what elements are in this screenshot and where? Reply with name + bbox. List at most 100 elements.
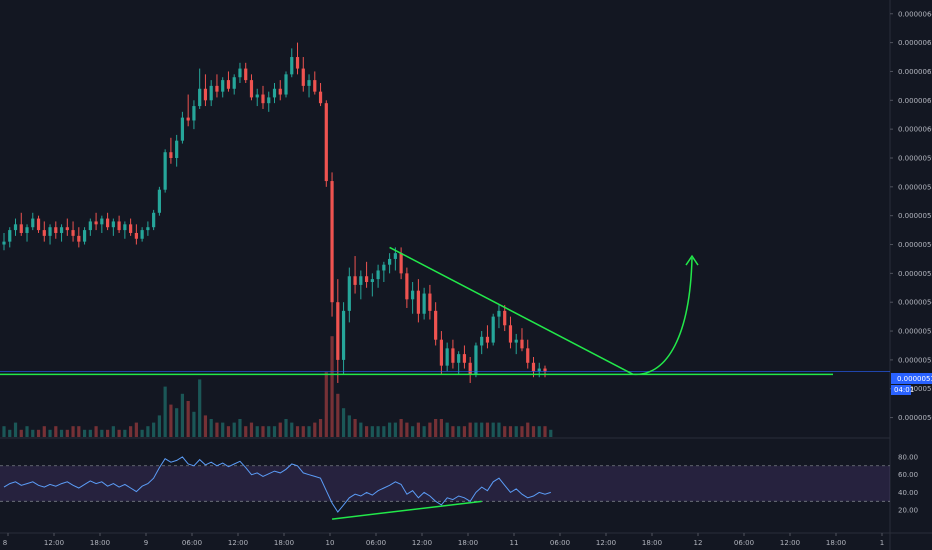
volume-bar xyxy=(157,415,161,437)
volume-bar xyxy=(13,422,18,437)
volume-bar xyxy=(549,429,553,437)
candle-body xyxy=(399,253,403,274)
candle-body xyxy=(347,276,351,311)
time-tick-label: 18:00 xyxy=(458,539,478,547)
rsi-band-fill xyxy=(0,465,890,502)
candle-body xyxy=(267,97,271,104)
candle-body xyxy=(134,232,138,239)
volume-bar xyxy=(36,429,41,437)
volume-bar xyxy=(526,422,530,437)
candle-body xyxy=(13,224,18,231)
volume-bar xyxy=(198,379,202,437)
candle-body xyxy=(531,362,536,372)
candle-body xyxy=(82,230,87,242)
volume-bar xyxy=(65,429,69,437)
candle-body xyxy=(284,74,288,95)
rsi-tick-label: 60.00 xyxy=(898,471,918,479)
rsi-axis: 80.00 60.00 40.00 20.00 xyxy=(898,453,918,514)
volume-bar xyxy=(2,426,6,437)
candle-body xyxy=(192,106,196,121)
time-tick-label: 12 xyxy=(694,539,703,547)
volume-bar xyxy=(238,419,242,437)
price-tick-label: 0.00000630 xyxy=(898,39,932,47)
volume-bar xyxy=(209,419,213,437)
candle-body xyxy=(152,212,156,228)
volume-bar xyxy=(462,426,467,437)
time-tick-label: 12:00 xyxy=(780,539,800,547)
volume-bar xyxy=(411,426,415,437)
countdown-badge xyxy=(891,385,911,395)
volume-bar xyxy=(284,419,288,437)
candle-body xyxy=(462,354,467,363)
volume-bar xyxy=(313,422,317,437)
candle-body xyxy=(457,354,461,363)
candles-layer xyxy=(2,42,547,383)
candle-body xyxy=(468,362,472,375)
candle-body xyxy=(514,339,518,343)
time-tick-label: 10 xyxy=(326,539,335,547)
candle-body xyxy=(8,230,12,242)
time-tick-label: 9 xyxy=(144,539,148,547)
candle-body xyxy=(434,310,438,340)
volume-bar xyxy=(232,422,236,437)
price-axis[interactable]: 0.00000640 0.00000630 0.00000620 0.00000610… xyxy=(890,10,932,422)
candle-body xyxy=(198,88,202,107)
candle-body xyxy=(359,276,363,285)
volume-bar xyxy=(226,426,231,437)
volume-bar xyxy=(491,422,495,437)
candle-body xyxy=(272,88,277,98)
candle-body xyxy=(71,230,75,236)
volume-bar xyxy=(180,393,185,437)
volume-bar xyxy=(215,422,219,437)
candle-body xyxy=(163,152,167,190)
time-tick-label: 12:00 xyxy=(596,539,616,547)
volume-bar xyxy=(508,426,513,437)
volume-bar xyxy=(416,422,420,437)
candle-body xyxy=(491,316,495,343)
candle-body xyxy=(411,290,415,300)
candle-body xyxy=(157,189,161,213)
volume-bar xyxy=(485,422,490,437)
price-tick-label: 0.00000530 xyxy=(898,328,932,336)
candle-body xyxy=(2,241,6,245)
volume-bar xyxy=(203,415,208,437)
time-tick-label: 06:00 xyxy=(550,539,570,547)
candle-body xyxy=(36,218,41,231)
price-tick-label: 0.00000520 xyxy=(898,356,932,364)
candle-body xyxy=(244,68,248,81)
volume-bar xyxy=(77,426,81,437)
time-tick-label: 11 xyxy=(510,539,519,547)
rsi-line xyxy=(3,456,551,513)
volume-bar xyxy=(278,422,282,437)
volume-bar xyxy=(324,372,328,437)
volume-bar xyxy=(480,422,484,437)
volume-bar xyxy=(272,426,277,437)
time-axis[interactable]: 8 12:00 18:00 9 06:00 12:00 18:00 10 06:00 12:00 1… xyxy=(3,533,884,547)
volume-bar xyxy=(399,419,403,437)
countdown-label: 04:01 xyxy=(894,386,914,394)
candle-body xyxy=(405,273,409,300)
time-tick-label: 12:00 xyxy=(412,539,432,547)
volume-bar xyxy=(503,426,507,437)
candle-body xyxy=(238,68,242,78)
volume-bar xyxy=(244,426,248,437)
candle-body xyxy=(48,227,52,236)
price-tick-label: 0.00000590 xyxy=(898,154,932,162)
rsi-tick-label: 20.00 xyxy=(898,507,918,515)
candle-body xyxy=(169,152,173,158)
time-tick-label: 18:00 xyxy=(274,539,294,547)
volume-bar xyxy=(388,422,392,437)
candle-body xyxy=(261,94,265,104)
volume-bar xyxy=(54,426,58,437)
volume-bar xyxy=(186,401,190,437)
volume-bar xyxy=(105,429,110,437)
candle-body xyxy=(117,221,121,231)
volume-bar xyxy=(19,429,23,437)
candle-body xyxy=(129,224,133,233)
candle-body xyxy=(232,77,236,89)
volume-bar xyxy=(134,422,138,437)
candle-body xyxy=(249,80,254,98)
volume-bar xyxy=(514,426,518,437)
